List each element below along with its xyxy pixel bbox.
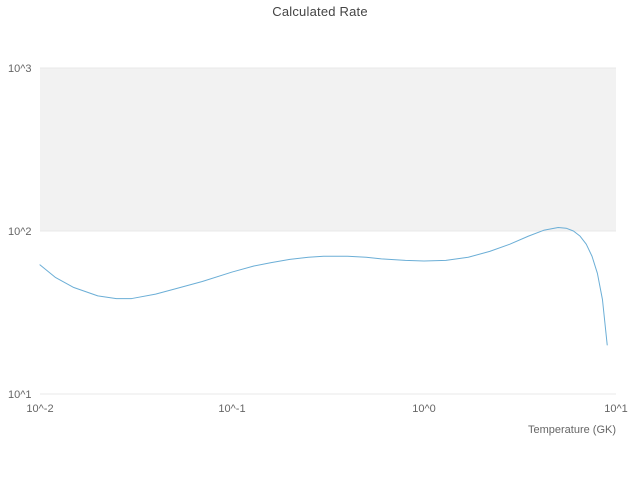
y-tick-label: 10^3 xyxy=(8,63,32,75)
y-tick-label: 10^1 xyxy=(8,389,32,401)
x-tick-label: 10^-1 xyxy=(218,403,245,415)
x-axis-title: Temperature (GK) xyxy=(527,424,616,436)
x-tick-label: 10^0 xyxy=(412,403,436,415)
chart-line-calculated-rate xyxy=(39,227,608,346)
chart-title: Calculated Rate xyxy=(272,4,368,19)
x-tick-label: 10^1 xyxy=(604,403,628,415)
shaded-band xyxy=(40,68,616,231)
y-tick-label: 10^2 xyxy=(8,226,32,238)
x-tick-label: 10^-2 xyxy=(26,403,53,415)
